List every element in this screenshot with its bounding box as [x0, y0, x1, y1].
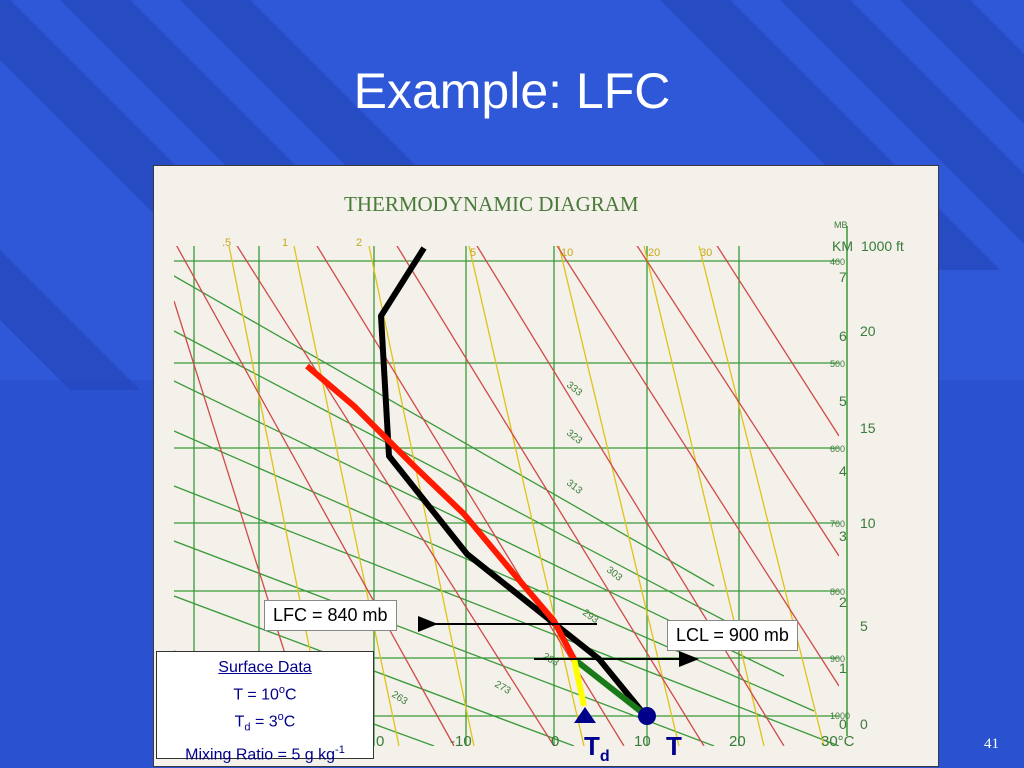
- svg-text:MB: MB: [834, 220, 848, 230]
- lfc-label: LFC = 840 mb: [264, 600, 397, 631]
- svg-text:30°C: 30°C: [821, 733, 855, 750]
- svg-text:5: 5: [860, 618, 868, 634]
- page-number: 41: [984, 736, 999, 752]
- environmental-sounding-line: [378, 246, 647, 716]
- svg-text:6: 6: [839, 328, 847, 344]
- lcl-label: LCL = 900 mb: [667, 620, 798, 651]
- svg-text:10: 10: [860, 515, 876, 531]
- svg-text:0: 0: [839, 716, 847, 732]
- svg-text:1000: 1000: [830, 711, 850, 721]
- svg-text:2: 2: [356, 237, 362, 249]
- svg-text:.5: .5: [222, 237, 231, 249]
- svg-text:313: 313: [564, 478, 584, 497]
- svg-text:4: 4: [839, 463, 847, 479]
- svg-text:0: 0: [860, 716, 868, 732]
- right-axis: MB KM 1000 ft 400 500 600 700 800 900 10…: [830, 220, 904, 736]
- svg-text:15: 15: [860, 420, 876, 436]
- temperature-marker-label: T: [666, 731, 682, 761]
- svg-text:0: 0: [551, 733, 559, 750]
- surface-data-box: Surface Data T = 10oC Td = 3oC Mixing Ra…: [156, 651, 374, 763]
- svg-text:303: 303: [604, 565, 624, 584]
- svg-text:900: 900: [830, 654, 845, 664]
- svg-text:800: 800: [830, 587, 845, 597]
- svg-text:5: 5: [470, 247, 476, 259]
- svg-text:7: 7: [839, 269, 847, 285]
- surface-dewpoint: Td = 3oC: [234, 711, 296, 734]
- bottom-axis-ticks: 0 -10 0 10 20 30°C: [376, 733, 855, 750]
- svg-text:1: 1: [839, 660, 847, 676]
- svg-text:273: 273: [493, 679, 513, 697]
- surface-temperature: T = 10oC: [233, 684, 297, 704]
- dewpoint-marker-label: Td: [584, 731, 610, 766]
- svg-text:3: 3: [839, 528, 847, 544]
- dewpoint-marker: [574, 707, 596, 723]
- svg-text:20: 20: [648, 247, 660, 259]
- temperature-marker: [638, 707, 656, 725]
- svg-text:KM: KM: [832, 238, 853, 254]
- svg-text:500: 500: [830, 359, 845, 369]
- dry-ascent-line: [572, 656, 646, 717]
- svg-text:20: 20: [860, 323, 876, 339]
- svg-text:400: 400: [830, 257, 845, 267]
- dewpoint-path-line: [571, 658, 587, 707]
- svg-text:10: 10: [561, 247, 573, 259]
- slide-title: Example: LFC: [353, 63, 671, 119]
- svg-text:10: 10: [634, 733, 651, 750]
- svg-text:263: 263: [389, 689, 409, 707]
- diagram-heading: THERMODYNAMIC DIAGRAM: [344, 192, 639, 216]
- surface-data-heading: Surface Data: [218, 659, 312, 676]
- thermodynamic-diagram-panel: THERMODYNAMIC DIAGRAM: [153, 165, 939, 767]
- svg-text:0: 0: [376, 733, 384, 750]
- svg-text:-10: -10: [450, 733, 472, 750]
- surface-mixing-ratio: Mixing Ratio = 5 g kg-1: [185, 743, 345, 764]
- svg-text:323: 323: [564, 428, 584, 447]
- svg-text:283: 283: [541, 651, 561, 669]
- svg-text:700: 700: [830, 519, 845, 529]
- svg-text:1000 ft: 1000 ft: [861, 238, 904, 254]
- svg-text:333: 333: [564, 380, 584, 399]
- svg-text:30: 30: [700, 247, 712, 259]
- mixing-ratio-labels: .5 1 2 5 10 20 30: [222, 237, 712, 259]
- svg-text:1: 1: [282, 237, 288, 249]
- svg-text:20: 20: [729, 733, 746, 750]
- svg-text:600: 600: [830, 444, 845, 454]
- svg-text:2: 2: [839, 594, 847, 610]
- parcel-path-line: [305, 363, 577, 661]
- svg-text:5: 5: [839, 393, 847, 409]
